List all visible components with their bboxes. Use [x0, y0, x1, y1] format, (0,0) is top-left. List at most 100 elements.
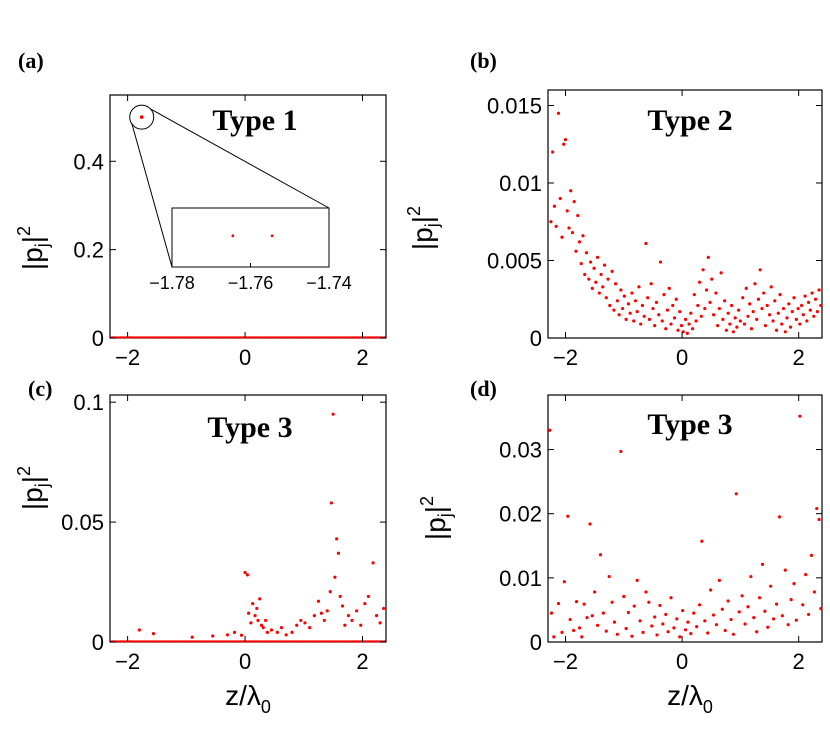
baseline-point [313, 640, 316, 643]
baseline-point [261, 336, 265, 339]
panel-a-ylabel: |pj|2 [14, 226, 52, 270]
data-point [804, 573, 808, 577]
data-point [290, 630, 294, 635]
data-point [588, 522, 592, 526]
data-point [703, 306, 707, 311]
data-point [710, 277, 714, 281]
data-point [552, 635, 556, 639]
data-point [726, 599, 730, 603]
baseline-point [295, 640, 298, 643]
inset-point [270, 234, 274, 238]
baseline-point [204, 336, 207, 339]
data-point [638, 619, 642, 623]
baseline-point [119, 336, 122, 339]
inset-tick-label: −1.76 [228, 273, 274, 293]
data-point [137, 628, 141, 632]
data-point [333, 575, 337, 579]
baseline-point [313, 336, 316, 339]
baseline-point [258, 640, 261, 643]
data-point [375, 614, 379, 618]
baseline-point [319, 640, 322, 643]
baseline-point [372, 336, 375, 339]
baseline-point [321, 640, 324, 643]
baseline-point [183, 640, 186, 643]
data-point [601, 285, 605, 289]
baseline-point [298, 640, 301, 643]
data-point [743, 622, 747, 626]
data-point [801, 603, 805, 607]
data-point [731, 330, 735, 334]
baseline-point [252, 336, 255, 339]
data-point [667, 286, 671, 290]
data-point [697, 603, 702, 607]
data-point [758, 268, 762, 272]
data-point [343, 623, 347, 627]
baseline-point [266, 640, 269, 643]
baseline-point [279, 336, 282, 339]
data-point [763, 609, 767, 613]
data-point [760, 306, 764, 311]
baseline-point [185, 336, 188, 339]
baseline-point [141, 640, 145, 643]
data-point [692, 611, 696, 615]
baseline-point [226, 336, 229, 339]
baseline-point [175, 640, 178, 643]
inset-point [231, 234, 235, 238]
baseline-point [165, 336, 169, 339]
baseline-point [372, 640, 375, 643]
data-point [777, 515, 782, 519]
baseline-point [305, 336, 308, 339]
data-point [322, 618, 326, 623]
baseline-point [241, 336, 244, 339]
baseline-point [289, 640, 292, 643]
data-point [726, 311, 730, 315]
data-point [769, 584, 773, 588]
data-point [211, 634, 215, 638]
baseline-point [265, 336, 268, 339]
baseline-point [153, 640, 156, 643]
baseline-point [188, 640, 191, 643]
baseline-point [148, 640, 151, 643]
data-point [632, 604, 636, 608]
baseline-point [217, 336, 220, 339]
y-tick-label: 0.4 [73, 149, 104, 174]
baseline-point [290, 640, 293, 643]
baseline-point [287, 640, 290, 643]
baseline-point [173, 336, 177, 339]
baseline-point [257, 336, 260, 339]
y-tick-label: 0.1 [73, 390, 104, 415]
baseline-point [343, 640, 346, 643]
baseline-point [210, 640, 213, 643]
data-point [644, 241, 648, 246]
data-point [602, 263, 607, 267]
baseline-point [373, 640, 377, 643]
data-point [308, 626, 312, 630]
baseline-point [247, 336, 250, 339]
data-point [785, 316, 789, 320]
panel-c-points [109, 412, 386, 643]
data-point [689, 632, 693, 636]
data-point [551, 150, 555, 154]
data-point [642, 314, 646, 318]
baseline-point [183, 336, 186, 339]
data-point [701, 268, 705, 272]
baseline-point [329, 336, 332, 339]
data-point [742, 322, 747, 326]
baseline-point [370, 640, 373, 643]
baseline-point [250, 640, 253, 643]
data-point [774, 602, 779, 606]
data-point [794, 618, 798, 622]
baseline-point [116, 336, 119, 339]
panel-d-ylabel: |pj|2 [417, 496, 455, 540]
data-point [721, 317, 725, 321]
data-point [572, 200, 576, 204]
baseline-point [167, 336, 170, 339]
panel-a-inset: −1.78 −1.76 −1.74 [129, 104, 352, 293]
baseline-point [157, 640, 161, 643]
baseline-point [245, 640, 249, 643]
data-point [336, 551, 341, 555]
baseline-point [335, 336, 338, 339]
y-tick-label: 0.02 [499, 502, 542, 527]
baseline-point [196, 640, 199, 643]
baseline-point [189, 336, 193, 339]
